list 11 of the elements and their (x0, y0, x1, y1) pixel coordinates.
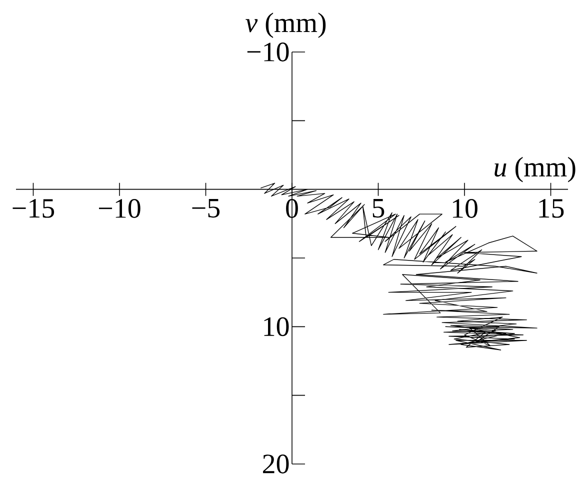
x-tick-label: −15 (12, 199, 54, 218)
x-axis-title: u (mm) (494, 156, 576, 182)
x-tick-label: −10 (98, 199, 140, 218)
x-tick-label: −5 (192, 199, 220, 218)
x-tick-label: 5 (372, 199, 384, 218)
x-tick-label: 10 (452, 199, 478, 218)
y-tick-label: −10 (247, 42, 289, 62)
y-axis-title: v (mm) (246, 12, 326, 38)
y-tick-label: 20 (263, 454, 289, 474)
x-tick-label: 15 (539, 199, 564, 218)
y-tick-label: 10 (264, 317, 289, 336)
